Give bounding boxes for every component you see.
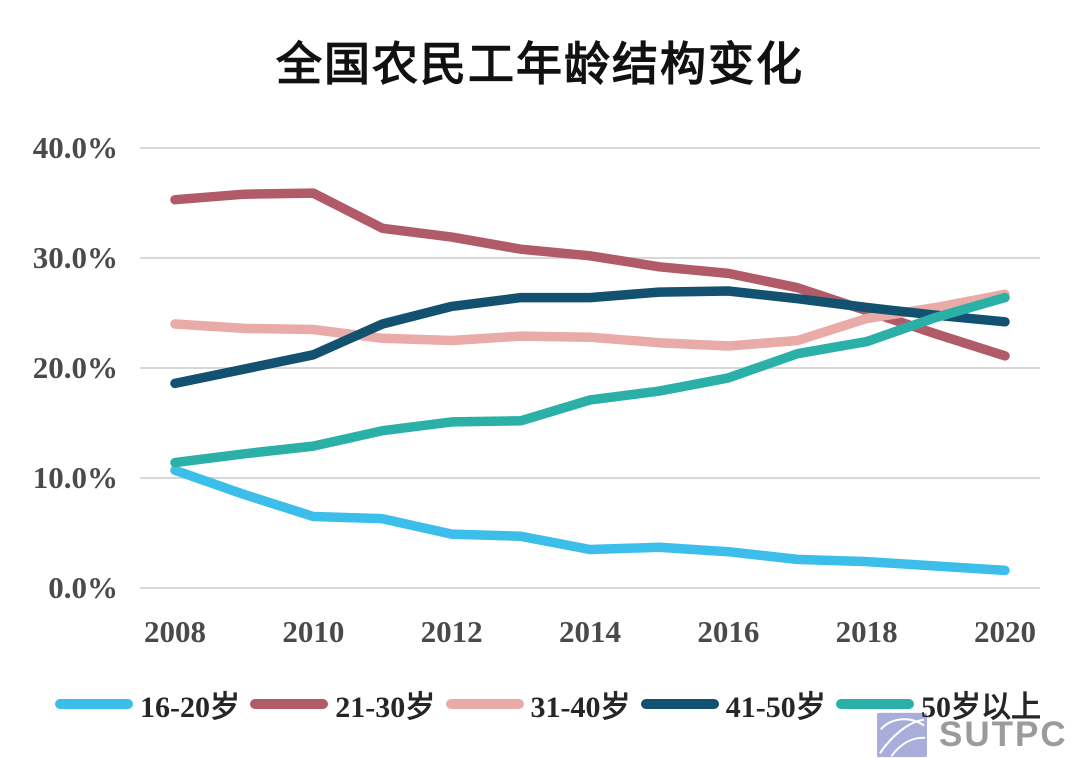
sutpc-logo: SUTPC [877,712,1068,758]
legend-line-swatch [250,699,329,709]
legend-label: 41-50岁 [725,691,826,724]
y-axis-tick-label: 10.0% [32,460,118,495]
legend-line-swatch [836,699,914,709]
y-axis-tick-label: 0.0% [48,570,118,605]
legend-line-swatch [640,699,719,709]
x-axis-tick-label: 2014 [559,614,621,649]
x-axis-tick-label: 2020 [974,614,1036,649]
chart-legend: 16-20岁 21-30岁 31-40岁 41-50岁 50岁以上 [55,684,1041,724]
series-line-31-40岁 [170,289,1010,351]
x-axis-tick-label: 2012 [420,614,483,649]
legend-item-50岁以上: 50岁以上 [836,682,1041,726]
y-axis-tick-label: 30.0% [32,240,118,275]
x-axis-tick-label: 2018 [835,614,898,649]
series-line-50岁以上 [170,292,1010,468]
x-axis-tick-label: 2008 [144,614,206,649]
legend-item-16-20岁: 16-20岁 [55,682,240,726]
series-line-16-20岁 [170,465,1010,576]
x-axis-tick-label: 2016 [697,614,760,649]
legend-item-41-50岁: 41-50岁 [640,682,826,726]
series-line-41-50岁 [170,286,1010,389]
legend-label: 50岁以上 [921,691,1041,724]
chart-title: 全国农民工年龄结构变化 [276,39,804,90]
y-axis-tick-label: 40.0% [32,130,118,165]
legend-label: 21-30岁 [335,691,436,724]
legend-label: 31-40岁 [530,691,631,724]
x-axis-tick-label: 2010 [282,614,345,649]
y-axis-tick-label: 20.0% [32,350,118,385]
legend-item-21-30岁: 21-30岁 [250,682,435,726]
legend-line-swatch [55,699,133,709]
sutpc-logo-text: SUTPC [939,715,1068,754]
legend-item-31-40岁: 31-40岁 [445,682,631,726]
legend-label: 16-20岁 [140,691,240,724]
legend-line-swatch [445,699,524,709]
